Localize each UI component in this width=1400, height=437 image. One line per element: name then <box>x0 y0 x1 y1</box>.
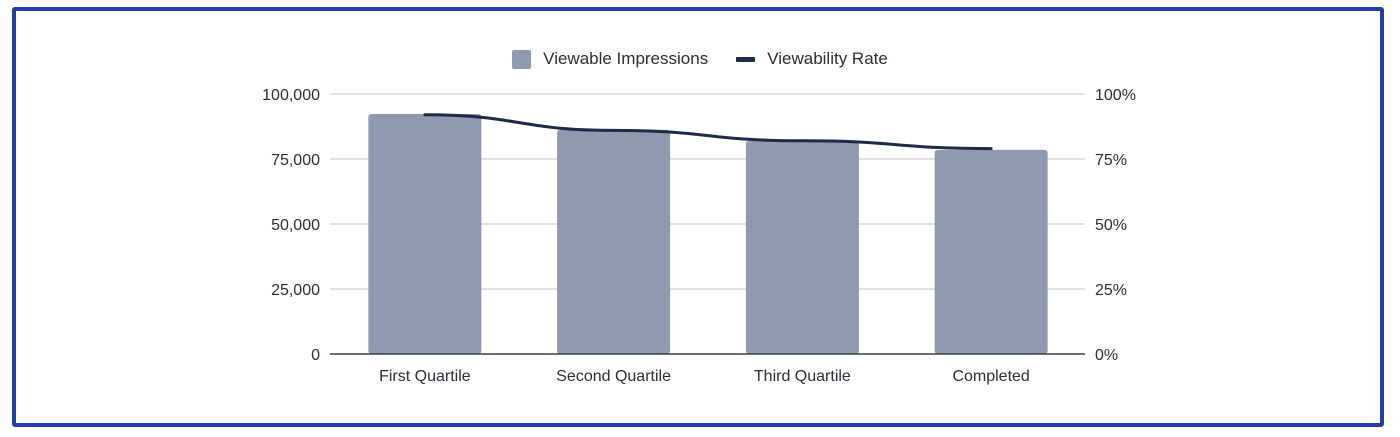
y-left-tick: 0 <box>311 347 320 364</box>
legend-item-viewable-impressions[interactable]: Viewable Impressions <box>512 49 708 69</box>
y-right-tick: 100% <box>1095 87 1136 104</box>
y-left-tick: 25,000 <box>271 282 320 299</box>
x-axis-label: First Quartile <box>379 368 471 385</box>
y-right-tick: 75% <box>1095 152 1127 169</box>
bar-series <box>368 114 1048 355</box>
y-right-tick: 25% <box>1095 282 1127 299</box>
legend-label: Viewable Impressions <box>543 49 709 68</box>
chart-legend: Viewable Impressions Viewability Rate <box>0 49 1400 69</box>
bar[interactable] <box>368 114 482 355</box>
legend-item-viewability-rate[interactable]: Viewability Rate <box>736 49 888 69</box>
bar[interactable] <box>745 140 859 354</box>
x-axis-label: Completed <box>952 368 1029 385</box>
x-axis-label: Third Quartile <box>754 368 851 385</box>
viewability-rate-line[interactable] <box>423 113 993 151</box>
y-left-tick: 100,000 <box>262 87 320 104</box>
y-right-tick: 0% <box>1095 347 1118 364</box>
bar[interactable] <box>557 129 671 354</box>
chart-frame <box>12 7 1384 427</box>
x-axis-label: Second Quartile <box>556 368 671 385</box>
y-left-tick: 50,000 <box>271 217 320 234</box>
axes: 0 0% 25,000 25% 50,000 50% 75,000 75% 100,000 100… <box>262 87 1136 385</box>
line-series <box>423 113 993 151</box>
legend-label: Viewability Rate <box>767 49 888 68</box>
bar-swatch-icon <box>512 49 532 69</box>
line-swatch-icon <box>736 56 756 62</box>
y-right-tick: 50% <box>1095 217 1127 234</box>
y-left-tick: 75,000 <box>271 152 320 169</box>
bar[interactable] <box>934 149 1048 354</box>
